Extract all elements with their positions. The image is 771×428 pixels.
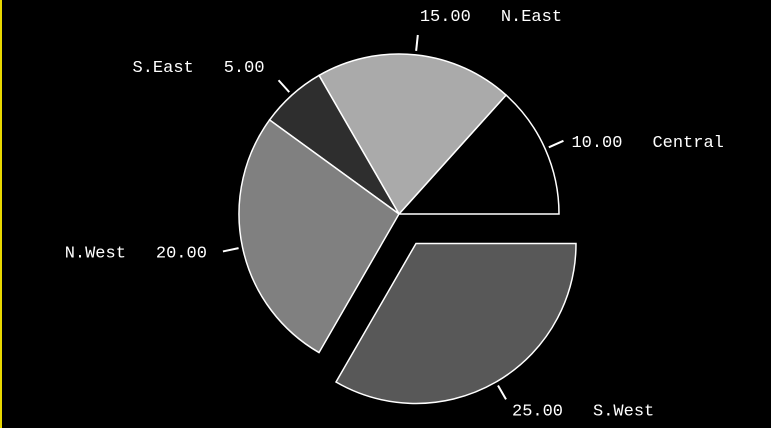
pie-slice-n-west xyxy=(238,118,400,354)
pie-slices xyxy=(238,53,577,405)
slice-value-label: 20.00 xyxy=(156,244,207,263)
slice-value-label: 15.00 xyxy=(420,8,471,27)
leader-line-s-east xyxy=(277,79,291,93)
leader-line-s-west xyxy=(497,384,507,400)
slice-value-label: 5.00 xyxy=(224,59,265,78)
pie-slice-central xyxy=(397,94,560,215)
pie-label-n-west: N.West 20.00 xyxy=(65,244,207,263)
pie-label-s-west: 25.00 S.West xyxy=(512,402,654,421)
slice-value-label: 25.00 xyxy=(512,402,563,421)
slice-name-label: N.West xyxy=(65,244,126,263)
pie-label-s-east: S.East 5.00 xyxy=(133,59,265,78)
pie-label-n-east: 15.00 N.East xyxy=(420,8,562,27)
pie-label-central: 10.00 Central xyxy=(571,134,723,153)
slice-value-label: 10.00 xyxy=(571,134,622,153)
slice-name-label: S.West xyxy=(593,402,654,421)
pie-labels: 10.00 Central 15.00 N.East S.East 5.00 N.West 2… xyxy=(65,8,724,421)
leader-line-n-west xyxy=(222,247,239,253)
pie-slice-s-west xyxy=(334,242,577,405)
leader-line-central xyxy=(548,139,564,149)
slice-name-label: S.East xyxy=(133,59,194,78)
leader-line-n-east xyxy=(415,34,419,52)
slice-name-label: Central xyxy=(652,134,723,153)
slice-name-label: N.East xyxy=(501,8,562,27)
pie-slice-n-east xyxy=(317,53,508,216)
